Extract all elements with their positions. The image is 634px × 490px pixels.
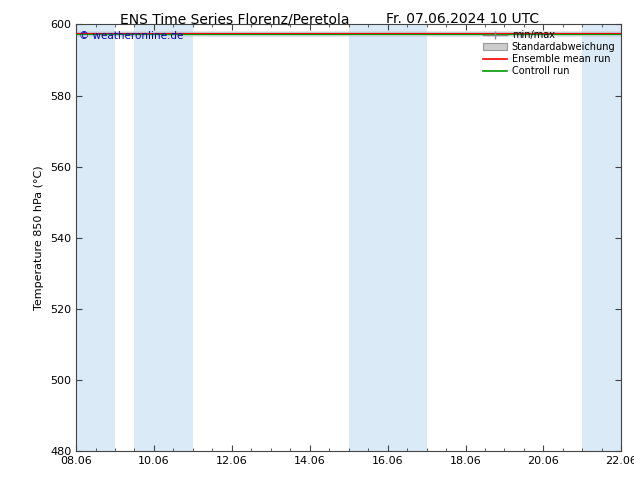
Bar [349,24,427,451]
Text: © weatheronline.de: © weatheronline.de [79,31,183,41]
Text: Fr. 07.06.2024 10 UTC: Fr. 07.06.2024 10 UTC [386,12,540,26]
Text: ENS Time Series Florenz/Peretola: ENS Time Series Florenz/Peretola [120,12,349,26]
Legend: min/max, Standardabweichung, Ensemble mean run, Controll run: min/max, Standardabweichung, Ensemble me… [480,27,618,79]
Y-axis label: Temperature 850 hPa (°C): Temperature 850 hPa (°C) [34,165,44,310]
Bar [583,24,621,451]
Bar [134,24,193,451]
Bar [76,24,115,451]
